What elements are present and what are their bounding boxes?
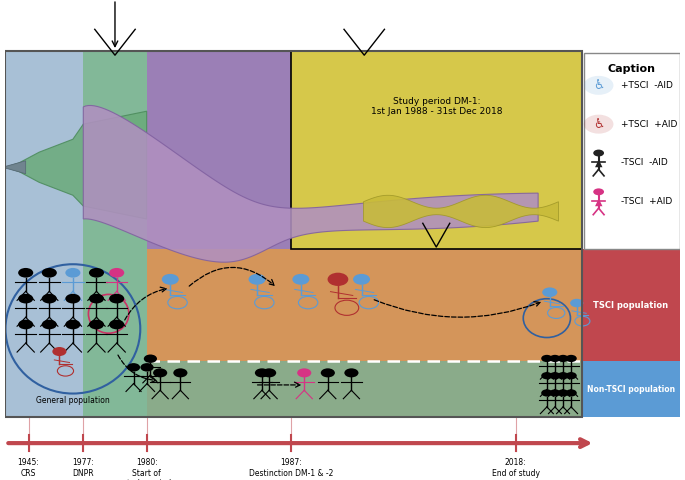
Text: ♿: ♿	[593, 79, 604, 92]
Bar	[582, 249, 680, 361]
Circle shape	[565, 355, 577, 362]
Circle shape	[52, 347, 66, 356]
Text: +TSCI  +AID: +TSCI +AID	[621, 120, 677, 129]
Text: -TSCI  -AID: -TSCI -AID	[621, 158, 668, 168]
Text: 1987:
Destinction DM-1 & -2: 1987: Destinction DM-1 & -2	[249, 458, 333, 478]
Circle shape	[262, 368, 276, 377]
Circle shape	[127, 363, 140, 372]
Text: ▲: ▲	[595, 197, 602, 207]
Circle shape	[558, 372, 569, 379]
Circle shape	[549, 389, 560, 396]
Circle shape	[153, 368, 167, 377]
Circle shape	[255, 368, 269, 377]
Bar	[584, 53, 680, 249]
Circle shape	[18, 320, 34, 329]
Text: Study period DM-1:
1st Jan 1988 - 31st Dec 2018: Study period DM-1: 1st Jan 1988 - 31st D…	[371, 96, 502, 116]
Circle shape	[42, 294, 57, 303]
Circle shape	[353, 274, 370, 285]
Text: General population: General population	[36, 396, 110, 405]
Polygon shape	[2, 161, 26, 174]
Polygon shape	[5, 111, 147, 219]
Circle shape	[89, 268, 104, 277]
Circle shape	[173, 368, 188, 377]
Text: +TSCI  -AID: +TSCI -AID	[621, 81, 673, 90]
Circle shape	[565, 372, 577, 379]
Circle shape	[144, 355, 157, 363]
Text: 1977:
DNPR: 1977: DNPR	[73, 458, 95, 478]
Text: Caption: Caption	[608, 64, 656, 74]
Circle shape	[65, 320, 80, 329]
Text: -TSCI  +AID: -TSCI +AID	[621, 197, 672, 206]
Text: 1980:
Start of
study period: 1980: Start of study period	[123, 458, 171, 480]
Circle shape	[109, 268, 124, 277]
Circle shape	[593, 188, 604, 195]
Text: ▲: ▲	[595, 158, 602, 168]
Text: Cohort collection: Cohort collection	[323, 429, 405, 438]
Circle shape	[109, 294, 124, 303]
Text: 1945:
CRS: 1945: CRS	[18, 458, 40, 478]
Circle shape	[249, 274, 266, 285]
Bar	[290, 51, 582, 249]
Bar	[147, 249, 582, 361]
Circle shape	[541, 355, 553, 362]
Bar	[5, 51, 84, 417]
Circle shape	[89, 320, 104, 329]
Bar	[5, 51, 582, 417]
Circle shape	[42, 320, 57, 329]
Circle shape	[327, 273, 348, 286]
Circle shape	[549, 372, 560, 379]
Circle shape	[292, 274, 310, 285]
Circle shape	[321, 368, 335, 377]
Circle shape	[541, 389, 553, 396]
Circle shape	[593, 150, 604, 156]
Bar	[582, 361, 680, 417]
Circle shape	[549, 355, 560, 362]
Text: 2018:
End of study: 2018: End of study	[492, 458, 540, 478]
Circle shape	[18, 268, 34, 277]
Circle shape	[584, 115, 614, 133]
Circle shape	[558, 355, 569, 362]
Text: Non-TSCI population: Non-TSCI population	[586, 385, 675, 394]
Polygon shape	[364, 195, 558, 228]
Text: ♿: ♿	[593, 118, 604, 131]
Bar	[147, 51, 582, 417]
Bar	[147, 361, 582, 417]
Circle shape	[140, 363, 153, 372]
Text: TSCI population: TSCI population	[593, 300, 668, 310]
Circle shape	[558, 389, 569, 396]
Circle shape	[65, 294, 80, 303]
Circle shape	[65, 268, 80, 277]
Circle shape	[565, 389, 577, 396]
Circle shape	[345, 368, 358, 377]
Circle shape	[584, 76, 614, 95]
Circle shape	[42, 268, 57, 277]
Text: Study Design: Study Design	[259, 12, 426, 32]
Circle shape	[18, 294, 34, 303]
Circle shape	[162, 274, 179, 285]
Circle shape	[541, 372, 553, 379]
Bar	[290, 51, 582, 249]
Circle shape	[543, 288, 558, 297]
Circle shape	[89, 294, 104, 303]
Polygon shape	[84, 106, 538, 262]
Circle shape	[297, 368, 311, 377]
Circle shape	[109, 320, 124, 329]
Bar	[84, 51, 147, 417]
Circle shape	[570, 299, 584, 307]
